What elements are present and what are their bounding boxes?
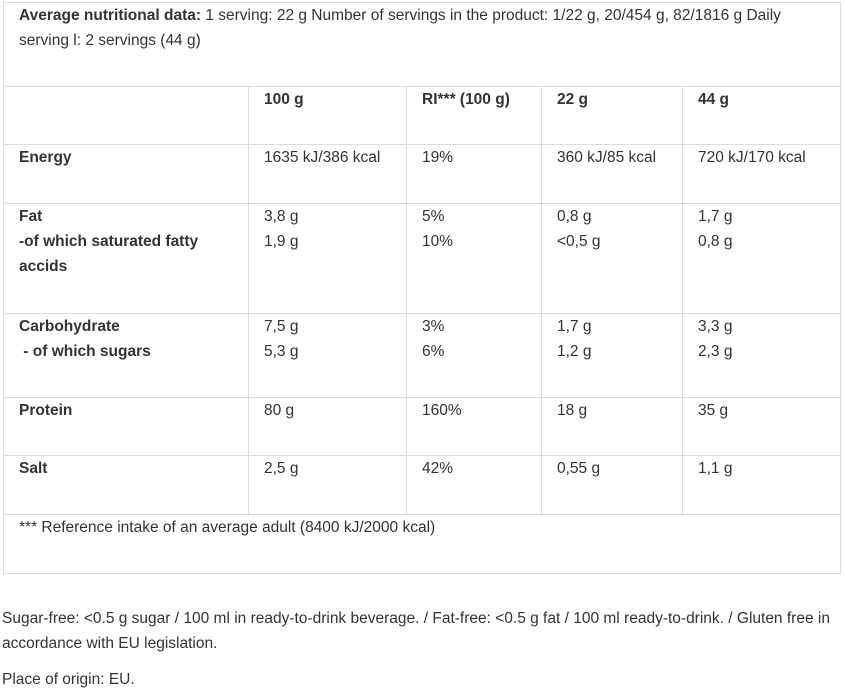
intro-row: Average nutritional data: 1 serving: 22 … [3,2,841,87]
cell-44g: 1,1 g [682,455,841,515]
cell-value: 2,3 g [698,343,733,360]
cell-value: 10% [422,233,454,250]
cell-value: 6% [422,343,445,360]
row-name-line: Protein [19,402,73,419]
nutrition-section: Average nutritional data: 1 serving: 22 … [3,2,841,574]
header-cell-empty [3,86,249,145]
cell-value: 7,5 g [264,318,299,335]
cell-ri: 5% 10% [406,203,542,314]
cell-22g: 18 g [541,397,683,456]
cell-value: 42% [422,460,454,477]
row-subname-line: -of which saturated fatty accids [19,233,199,275]
cell-value: 3,3 g [698,318,733,335]
cell-value: 5,3 g [264,343,299,360]
row-name: Energy [3,144,249,204]
cell-value: 80 g [264,402,295,419]
cell-value: 18 g [557,402,588,419]
table-header-row: 100 g RI*** (100 g) 22 g 44 g [3,86,841,145]
row-name: Carbohydrate - of which sugars [3,313,249,398]
row-subname-line: - of which sugars [19,343,151,360]
cell-value: 5% [422,208,445,225]
cell-value: 2,5 g [264,460,299,477]
header-cell-100g: 100 g [248,86,407,145]
cell-ri: 160% [406,397,542,456]
row-name-line: Salt [19,460,48,477]
cell-value: 1635 kJ/386 kcal [264,149,381,166]
header-cell-44g: 44 g [682,86,841,145]
cell-100g: 2,5 g [248,455,407,515]
row-name-line: Fat [19,208,43,225]
cell-value: 0,55 g [557,460,601,477]
cell-ri: 42% [406,455,542,515]
cell-value: 360 kJ/85 kcal [557,149,657,166]
nutrition-table: Average nutritional data: 1 serving: 22 … [3,2,841,574]
cell-44g: 35 g [682,397,841,456]
cell-value: 3% [422,318,445,335]
cell-value: 19% [422,149,454,166]
row-name: Fat -of which saturated fatty accids [3,203,249,314]
cell-100g: 1635 kJ/386 kcal [248,144,407,204]
cell-100g: 3,8 g 1,9 g [248,203,407,314]
cell-value: 0,8 g [698,233,733,250]
cell-22g: 0,8 g <0,5 g [541,203,683,314]
cell-value: 0,8 g [557,208,592,225]
header-cell-ri: RI*** (100 g) [406,86,542,145]
cell-ri: 19% [406,144,542,204]
cell-value: 35 g [698,402,729,419]
table-row-fat: Fat -of which saturated fatty accids 3,8 … [3,203,841,314]
cell-44g: 720 kJ/170 kcal [682,144,841,204]
cell-value: 1,7 g [698,208,733,225]
cell-value: 1,7 g [557,318,592,335]
footnote-cell: *** Reference intake of an average adult… [3,514,841,574]
row-name: Salt [3,455,249,515]
cell-44g: 1,7 g 0,8 g [682,203,841,314]
table-row-salt: Salt 2,5 g 42% 0,55 g 1,1 g [3,455,841,515]
header-cell-22g: 22 g [541,86,683,145]
cell-value: 720 kJ/170 kcal [698,149,806,166]
cell-22g: 0,55 g [541,455,683,515]
product-notes: Sugar-free: <0.5 g sugar / 100 ml in rea… [2,606,840,692]
table-row-energy: Energy 1635 kJ/386 kcal 19% 360 kJ/85 kc… [3,144,841,204]
intro-label: Average nutritional data: [19,7,202,24]
table-row-protein: Protein 80 g 160% 18 g 35 g [3,397,841,456]
disclaimer-text: Sugar-free: <0.5 g sugar / 100 ml in rea… [2,610,830,652]
footnote-row: *** Reference intake of an average adult… [3,514,841,574]
cell-value: 1,2 g [557,343,592,360]
row-name-line: Carbohydrate [19,318,120,335]
cell-ri: 3% 6% [406,313,542,398]
intro-cell: Average nutritional data: 1 serving: 22 … [3,2,841,87]
cell-value: 1,1 g [698,460,733,477]
cell-44g: 3,3 g 2,3 g [682,313,841,398]
cell-22g: 1,7 g 1,2 g [541,313,683,398]
cell-value: <0,5 g [557,233,601,250]
intro-text: 1 serving: 22 g Number of servings in th… [19,7,781,49]
table-row-carbohydrate: Carbohydrate - of which sugars 7,5 g 5,3 … [3,313,841,398]
row-name: Protein [3,397,249,456]
row-name-line: Energy [19,149,72,166]
cell-100g: 80 g [248,397,407,456]
cell-value: 1,9 g [264,233,299,250]
cell-value: 3,8 g [264,208,299,225]
cell-100g: 7,5 g 5,3 g [248,313,407,398]
cell-22g: 360 kJ/85 kcal [541,144,683,204]
origin-text: Place of origin: EU. [2,671,135,688]
cell-value: 160% [422,402,462,419]
